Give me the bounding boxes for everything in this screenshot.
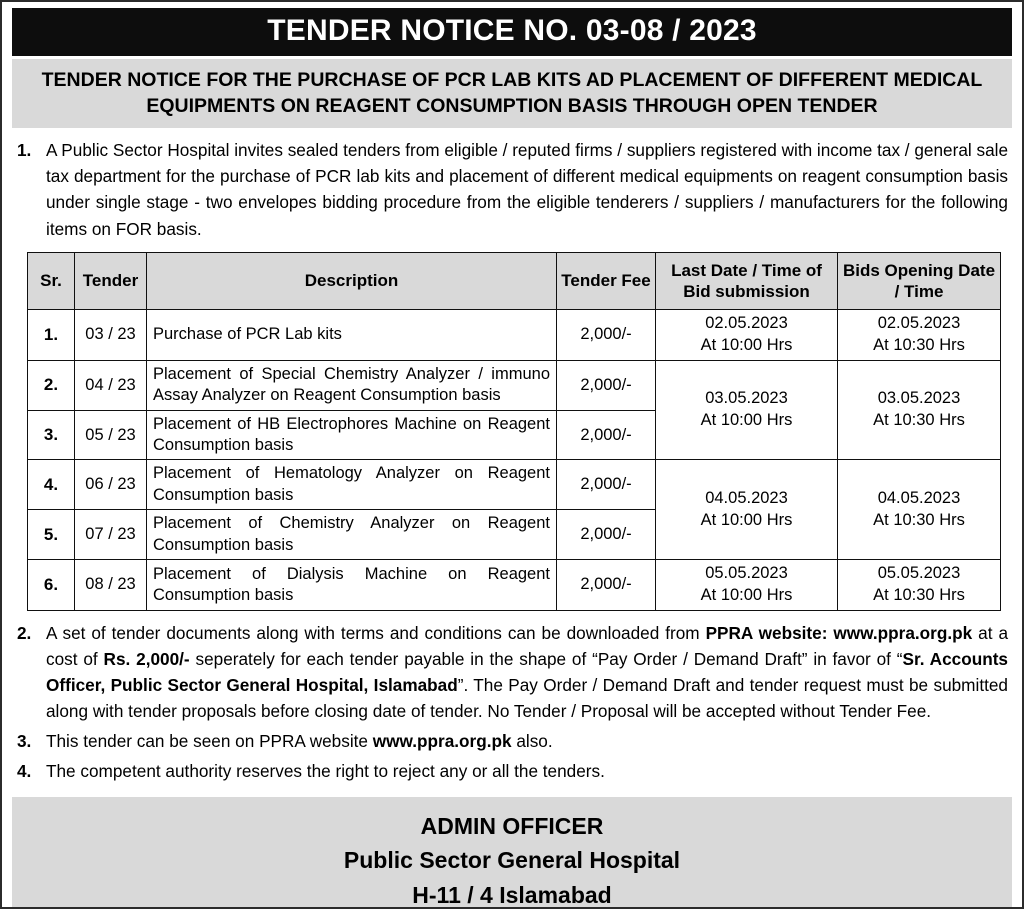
clause-2-part1: A set of tender documents along with ter…	[46, 622, 706, 643]
clause-2: 2. A set of tender documents along with …	[12, 620, 1012, 725]
cell-sr: 3.	[27, 409, 75, 461]
clause-3: 3. This tender can be seen on PPRA websi…	[12, 728, 1012, 754]
cell-last-date: 02.05.2023 At 10:00 Hrs	[655, 309, 838, 361]
cell-tender-fee: 2,000/-	[556, 309, 656, 361]
clause-4-number: 4.	[17, 761, 32, 782]
clause-2-part3: seperately for each tender payable in th…	[189, 648, 903, 669]
cell-description: Placement of HB Electrophores Machine on…	[146, 409, 557, 461]
clause-1-number: 1.	[17, 140, 32, 161]
signature-block: ADMIN OFFICER Public Sector General Hosp…	[12, 796, 1012, 908]
table-row: 6. 08 / 23 Placement of Dialysis Machine o…	[27, 559, 1001, 611]
table-header-row: Sr. Tender Description Tender Fee Last D…	[27, 251, 1001, 311]
cell-description: Placement of Hematology Analyzer on Reag…	[146, 459, 557, 511]
cell-tender-fee: 2,000/-	[556, 509, 656, 561]
column-header-last-date: Last Date / Time of Bid submission	[655, 251, 838, 311]
column-header-description: Description	[146, 251, 557, 311]
clause-2-part4: ”. The Pay Order / Demand Draft and tend…	[46, 675, 1008, 722]
notice-title-bar: TENDER NOTICE NO. 03-08 / 2023	[12, 8, 1012, 56]
cell-tender-number: 05 / 23	[74, 409, 147, 461]
cell-tender-fee: 2,000/-	[556, 409, 656, 461]
cell-tender-fee: 2,000/-	[556, 559, 656, 611]
clause-3-part1: This tender can be seen on PPRA website	[46, 731, 373, 752]
cell-bids-opening: 05.05.2023 At 10:30 Hrs	[837, 559, 1001, 611]
cell-last-date: 05.05.2023 At 10:00 Hrs	[655, 559, 838, 611]
clause-3-part2: also.	[511, 731, 553, 752]
cell-sr: 5.	[27, 509, 75, 561]
cell-description: Purchase of PCR Lab kits	[146, 309, 557, 361]
cell-tender-fee: 2,000/-	[556, 459, 656, 511]
cell-tender-number: 06 / 23	[74, 459, 147, 511]
cell-last-date: 03.05.2023 At 10:00 Hrs	[655, 359, 838, 461]
notice-subtitle-bar: TENDER NOTICE FOR THE PURCHASE OF PCR LA…	[12, 58, 1012, 129]
column-header-tender: Tender	[74, 251, 147, 311]
table-body: 1. 03 / 23 Purchase of PCR Lab kits 2,000/-…	[27, 309, 1001, 611]
ppra-website-bold: PPRA website: www.ppra.org.pk	[705, 622, 973, 643]
cell-sr: 4.	[27, 459, 75, 511]
clause-1-text: A Public Sector Hospital invites sealed …	[46, 140, 1009, 239]
signature-address: H-11 / 4 Islamabad	[412, 881, 612, 908]
ppra-url-bold: www.ppra.org.pk	[372, 731, 512, 752]
table-row: 1. 03 / 23 Purchase of PCR Lab kits 2,000/-…	[27, 309, 1001, 361]
signature-organization: Public Sector General Hospital	[343, 847, 681, 874]
cell-description: Placement of Dialysis Machine on Reagent…	[146, 559, 557, 611]
cell-sr: 1.	[27, 309, 75, 361]
cell-tender-number: 03 / 23	[74, 309, 147, 361]
payee-name-bold: Sr. Accounts Officer, Public Sector Gene…	[46, 648, 1008, 696]
table-row: 2. 04 / 23 Placement of Special Chemistry …	[27, 359, 1001, 461]
cell-sr: 2.	[27, 359, 75, 411]
clause-4-text: The competent authority reserves the rig…	[46, 761, 605, 782]
table-header: Sr. Tender Description Tender Fee Last D…	[27, 251, 1001, 311]
cell-tender-number: 04 / 23	[74, 359, 147, 411]
tender-cost-bold: Rs. 2,000/-	[103, 648, 190, 669]
column-header-bids-opening: Bids Opening Date / Time	[837, 251, 1001, 311]
cell-sr: 6.	[27, 559, 75, 611]
cell-last-date: 04.05.2023 At 10:00 Hrs	[655, 459, 838, 561]
clause-4: 4. The competent authority reserves the …	[12, 758, 1012, 784]
cell-tender-fee: 2,000/-	[556, 359, 656, 411]
column-header-tender-fee: Tender Fee	[556, 251, 656, 311]
cell-bids-opening: 02.05.2023 At 10:30 Hrs	[837, 309, 1001, 361]
signature-designation: ADMIN OFFICER	[420, 812, 604, 839]
table-row: 3. 05 / 23 Placement of HB Electrophores M…	[27, 409, 1001, 461]
table-row: 5. 07 / 23 Placement of Chemistry Analyzer…	[27, 509, 1001, 561]
clause-2-number: 2.	[17, 622, 32, 643]
cell-bids-opening: 03.05.2023 At 10:30 Hrs	[837, 359, 1001, 461]
clause-1: 1. A Public Sector Hospital invites seal…	[12, 137, 1012, 242]
column-header-sr: Sr.	[27, 251, 75, 311]
tender-items-table: Sr. Tender Description Tender Fee Last D…	[27, 251, 1001, 611]
table-row: 4. 06 / 23 Placement of Hematology Analyze…	[27, 459, 1001, 561]
clause-3-text: This tender can be seen on PPRA website …	[46, 728, 1012, 754]
clause-2-part2: at a cost of	[46, 622, 1008, 669]
cell-tender-number: 07 / 23	[74, 509, 147, 561]
clause-3-number: 3.	[17, 731, 32, 752]
clause-2-text: A set of tender documents along with ter…	[46, 620, 1012, 725]
cell-tender-number: 08 / 23	[74, 559, 147, 611]
cell-bids-opening: 04.05.2023 At 10:30 Hrs	[837, 459, 1001, 561]
cell-description: Placement of Special Chemistry Analyzer …	[146, 359, 557, 411]
cell-description: Placement of Chemistry Analyzer on Reage…	[146, 509, 557, 561]
